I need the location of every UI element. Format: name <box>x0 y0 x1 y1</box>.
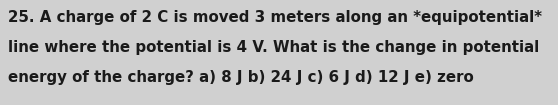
Text: 25. A charge of 2 C is moved 3 meters along an *equipotential*: 25. A charge of 2 C is moved 3 meters al… <box>8 10 542 25</box>
Text: energy of the charge? a) 8 J b) 24 J c) 6 J d) 12 J e) zero: energy of the charge? a) 8 J b) 24 J c) … <box>8 70 474 85</box>
Text: line where the potential is 4 V. What is the change in potential: line where the potential is 4 V. What is… <box>8 40 539 55</box>
